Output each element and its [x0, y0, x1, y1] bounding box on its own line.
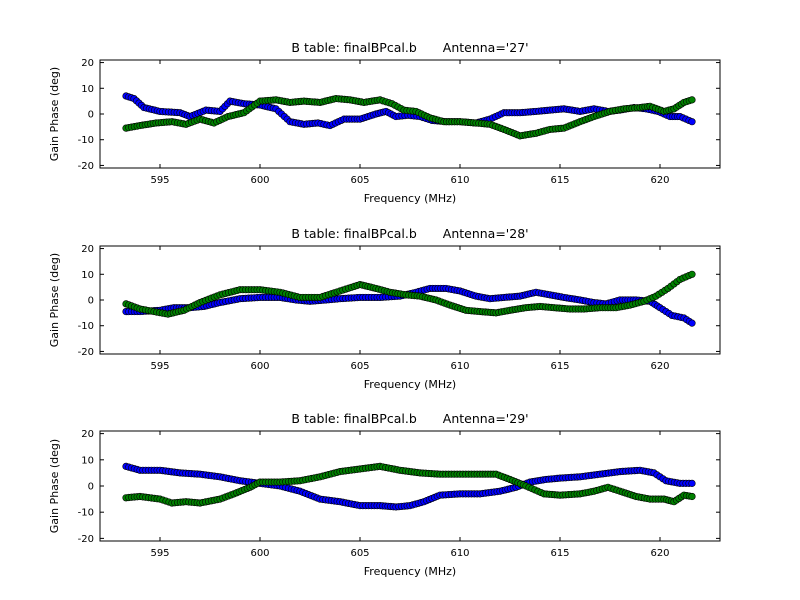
y-axis-label: Gain Phase (deg)	[48, 67, 61, 161]
x-tick-label: 620	[650, 548, 669, 559]
y-tick-label: 10	[81, 270, 94, 281]
data-point	[688, 96, 696, 104]
y-tick-label: -20	[78, 534, 94, 545]
series-green	[122, 462, 696, 507]
x-tick-label: 610	[450, 361, 469, 372]
data-point	[688, 319, 696, 327]
chart-title-table: B table: finalBPcal.b	[291, 411, 416, 426]
data-point	[688, 492, 696, 501]
y-tick-label: 20	[81, 429, 94, 440]
x-tick-label: 615	[550, 175, 569, 186]
x-tick-label: 620	[650, 175, 669, 186]
x-tick-label: 610	[450, 548, 469, 559]
x-axis-label: Frequency (MHz)	[364, 378, 456, 391]
x-tick-label: 595	[150, 548, 169, 559]
subplot-2: 595 600 605 610 615 620 -20 -10 0 10 20 B table: fi…	[48, 226, 721, 391]
chart-title-table: B table: finalBPcal.b	[291, 40, 416, 55]
data-point	[688, 118, 696, 126]
x-tick-label: 595	[150, 175, 169, 186]
y-tick-label: 20	[81, 244, 94, 255]
x-tick-label: 620	[650, 361, 669, 372]
x-axis-label: Frequency (MHz)	[364, 565, 456, 578]
y-tick-label: 10	[81, 455, 94, 466]
subplot-1: 595 600 605 610 615 620 -20 -10 0 10 20 B table: fi…	[48, 40, 721, 205]
chart-title-table: B table: finalBPcal.b	[291, 226, 416, 241]
y-tick-label: 0	[88, 296, 94, 307]
series-blue	[122, 92, 696, 130]
y-tick-label: -10	[78, 135, 94, 146]
chart-title-antenna: Antenna='27'	[443, 40, 529, 55]
x-tick-label: 600	[250, 548, 269, 559]
x-tick-label: 610	[450, 175, 469, 186]
chart-title-antenna: Antenna='28'	[443, 226, 529, 241]
y-tick-label: 20	[81, 58, 94, 69]
y-tick-label: 10	[81, 84, 94, 95]
y-tick-label: -20	[78, 347, 94, 358]
y-axis-label: Gain Phase (deg)	[48, 253, 61, 347]
y-axis-label: Gain Phase (deg)	[48, 439, 61, 533]
x-axis-label: Frequency (MHz)	[364, 192, 456, 205]
y-tick-label: 0	[88, 482, 94, 493]
chart-title: B table: finalBPcal.b Antenna='29'	[291, 411, 528, 426]
x-tick-label: 605	[350, 361, 369, 372]
chart-title: B table: finalBPcal.b Antenna='27'	[291, 40, 528, 55]
x-tick-label: 595	[150, 361, 169, 372]
y-tick-label: 0	[88, 110, 94, 121]
axes-frame	[99, 430, 721, 542]
chart-title-antenna: Antenna='29'	[443, 411, 529, 426]
series-green	[122, 270, 696, 318]
data-point	[688, 479, 696, 487]
x-tick-label: 615	[550, 361, 569, 372]
x-tick-label: 600	[250, 175, 269, 186]
x-tick-label: 600	[250, 361, 269, 372]
chart-title: B table: finalBPcal.b Antenna='28'	[291, 226, 528, 241]
y-tick-label: -10	[78, 321, 94, 332]
subplot-3: 595 600 605 610 615 620 -20 -10 0 10 20 B table: fi…	[48, 411, 721, 578]
series-green	[122, 94, 696, 140]
data-point	[688, 270, 696, 278]
x-tick-label: 615	[550, 548, 569, 559]
x-tick-label: 605	[350, 548, 369, 559]
y-tick-label: -20	[78, 161, 94, 172]
y-tick-label: -10	[78, 508, 94, 519]
x-tick-label: 605	[350, 175, 369, 186]
